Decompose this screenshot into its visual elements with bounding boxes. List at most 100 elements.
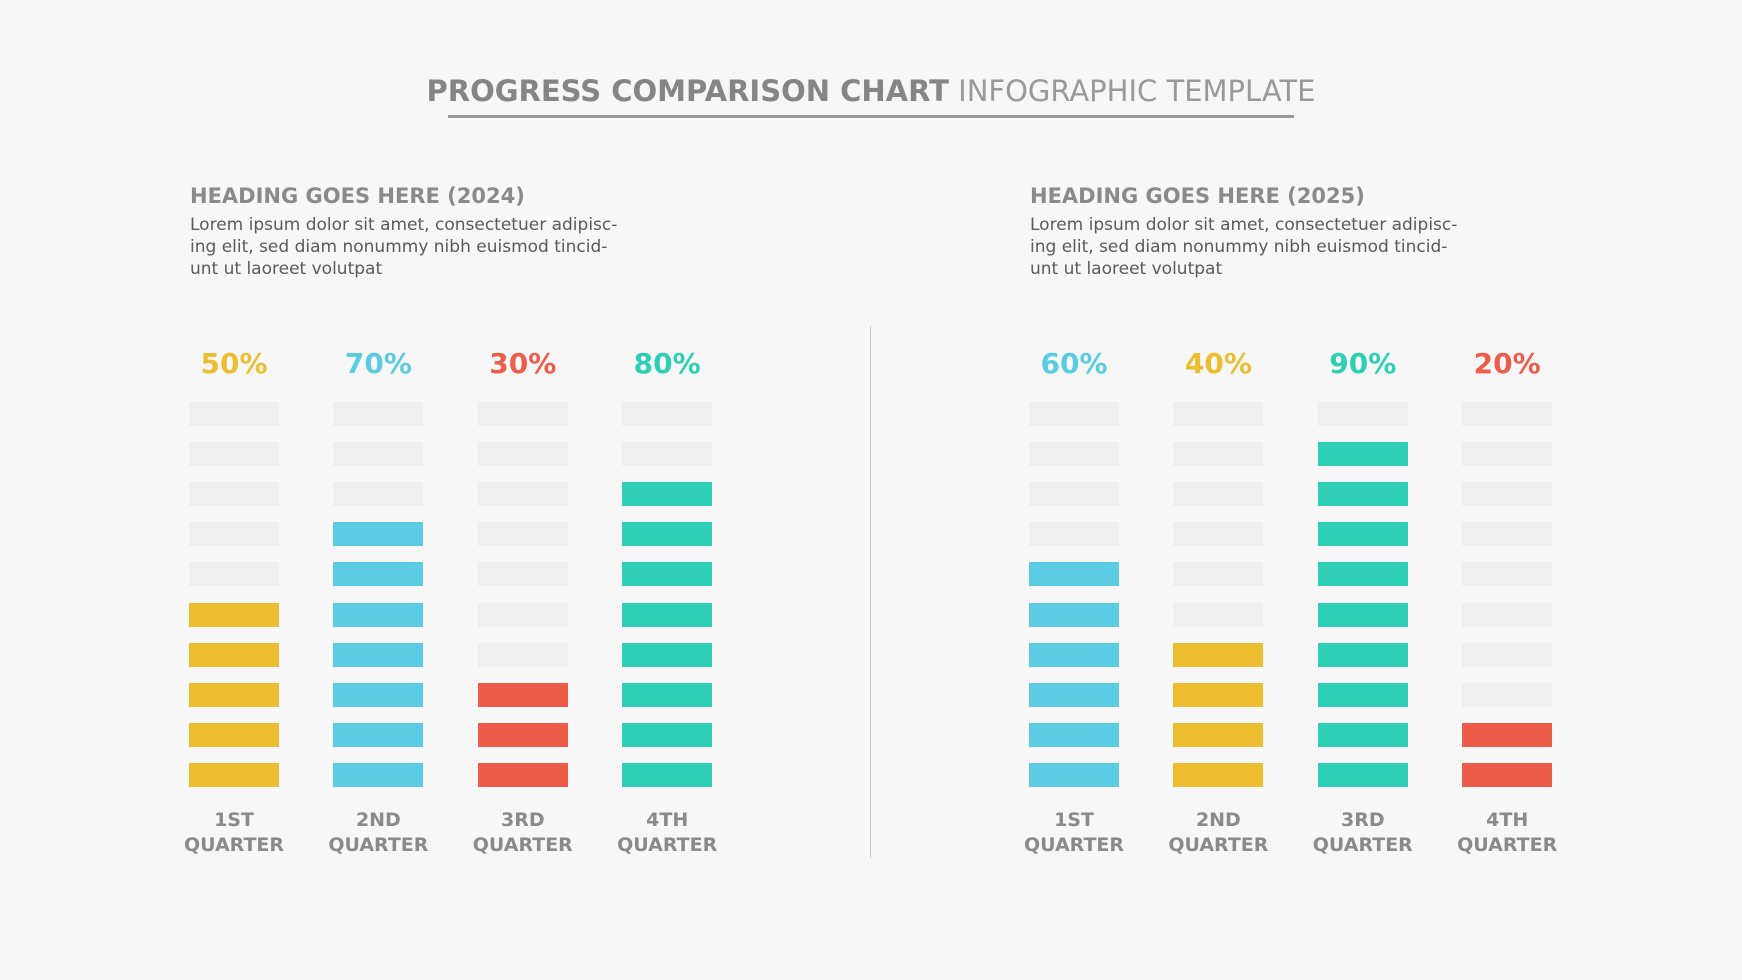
description-line: Lorem ipsum dolor sit amet, consectetuer…: [1030, 215, 1458, 235]
value-label: 80%: [633, 347, 701, 380]
empty-segment: [1173, 562, 1264, 587]
bar-segment: [477, 762, 568, 787]
heading: HEADING GOES HERE (2025): [1030, 184, 1365, 208]
empty-segment: [1317, 402, 1408, 426]
empty-segment: [189, 562, 279, 587]
bar-segment: [189, 722, 279, 747]
empty-segment: [1462, 522, 1553, 547]
category-label: 3RD QUARTER: [472, 809, 573, 856]
empty-segment: [1462, 562, 1553, 587]
bar-segment: [622, 762, 713, 787]
bar-segment: [622, 562, 713, 587]
bar-segment: [622, 642, 713, 667]
empty-segment: [333, 442, 424, 467]
bar-segment: [333, 562, 424, 587]
bar-segment: [622, 482, 713, 507]
bar-segment: [1173, 762, 1264, 787]
bar-segment: [1317, 442, 1408, 467]
bar-segment: [1317, 722, 1408, 747]
description-line: unt ut laoreet volutpat: [1030, 259, 1223, 279]
bar-segment: [333, 602, 424, 627]
description-line: Lorem ipsum dolor sit amet, consectetuer…: [190, 215, 618, 235]
divider: [870, 326, 871, 858]
empty-segment: [1462, 602, 1553, 627]
bar-segment: [1462, 762, 1553, 787]
category-label: 2ND QUARTER: [328, 809, 429, 856]
bar-segment: [333, 522, 424, 547]
value-label: 40%: [1184, 347, 1252, 380]
empty-segment: [1462, 482, 1553, 507]
heading: HEADING GOES HERE (2024): [190, 184, 525, 208]
empty-segment: [189, 482, 279, 507]
description-line: ing elit, sed diam nonummy nibh euismod …: [1030, 237, 1448, 257]
empty-segment: [1173, 602, 1264, 627]
value-label: 20%: [1473, 347, 1541, 380]
empty-segment: [189, 402, 279, 426]
bar-segment: [1173, 642, 1264, 667]
empty-segment: [189, 442, 279, 467]
value-label: 90%: [1329, 347, 1397, 380]
title-underline: [448, 115, 1294, 118]
empty-segment: [622, 442, 713, 467]
empty-segment: [622, 402, 713, 426]
bar-segment: [189, 762, 279, 787]
bar-segment: [333, 762, 424, 787]
empty-segment: [477, 642, 568, 667]
value-label: 70%: [344, 347, 412, 380]
bar-segment: [1029, 682, 1119, 707]
empty-segment: [1173, 442, 1264, 467]
category-label: 2ND QUARTER: [1168, 809, 1269, 856]
empty-segment: [1462, 642, 1553, 667]
empty-segment: [1462, 682, 1553, 707]
empty-segment: [1173, 402, 1264, 426]
title-light: INFOGRAPHIC TEMPLATE: [958, 74, 1316, 108]
empty-segment: [477, 402, 568, 426]
category-label: 1ST QUARTER: [183, 809, 285, 856]
category-label: 3RD QUARTER: [1312, 809, 1413, 856]
bar-segment: [333, 722, 424, 747]
bar-segment: [1317, 762, 1408, 787]
bar-segment: [1462, 722, 1553, 747]
title-bold: PROGRESS COMPARISON CHART: [426, 74, 949, 108]
bar-segment: [1317, 642, 1408, 667]
bar-segment: [1173, 682, 1264, 707]
empty-segment: [189, 522, 279, 547]
empty-segment: [477, 562, 568, 587]
empty-segment: [1173, 482, 1264, 507]
empty-segment: [477, 482, 568, 507]
bar-segment: [1029, 722, 1119, 747]
empty-segment: [477, 522, 568, 547]
bar-segment: [189, 602, 279, 627]
bar-segment: [333, 642, 424, 667]
bar-segment: [333, 682, 424, 707]
value-label: 30%: [489, 347, 557, 380]
description-line: ing elit, sed diam nonummy nibh euismod …: [190, 237, 608, 257]
bar-segment: [1029, 762, 1119, 787]
empty-segment: [333, 482, 424, 507]
bar-segment: [477, 722, 568, 747]
bar-segment: [622, 522, 713, 547]
empty-segment: [1462, 442, 1553, 467]
value-label: 60%: [1040, 347, 1108, 380]
category-label: 4TH QUARTER: [617, 809, 718, 856]
empty-segment: [333, 402, 424, 426]
bar-segment: [477, 682, 568, 707]
empty-segment: [477, 442, 568, 467]
bar-segment: [1317, 562, 1408, 587]
category-label: 1ST QUARTER: [1023, 809, 1125, 856]
bar-segment: [1173, 722, 1264, 747]
bar-segment: [189, 642, 279, 667]
empty-segment: [1029, 522, 1119, 547]
empty-segment: [1029, 402, 1119, 426]
bar-segment: [1317, 522, 1408, 547]
empty-segment: [1462, 402, 1553, 426]
title: PROGRESS COMPARISON CHART INFOGRAPHIC TE…: [0, 74, 1742, 108]
category-label: 4TH QUARTER: [1457, 809, 1558, 856]
bar-segment: [1317, 682, 1408, 707]
bar-segment: [622, 682, 713, 707]
value-label: 50%: [200, 347, 268, 380]
bar-segment: [189, 682, 279, 707]
bar-segment: [1029, 602, 1119, 627]
empty-segment: [1029, 482, 1119, 507]
bar-segment: [1029, 642, 1119, 667]
